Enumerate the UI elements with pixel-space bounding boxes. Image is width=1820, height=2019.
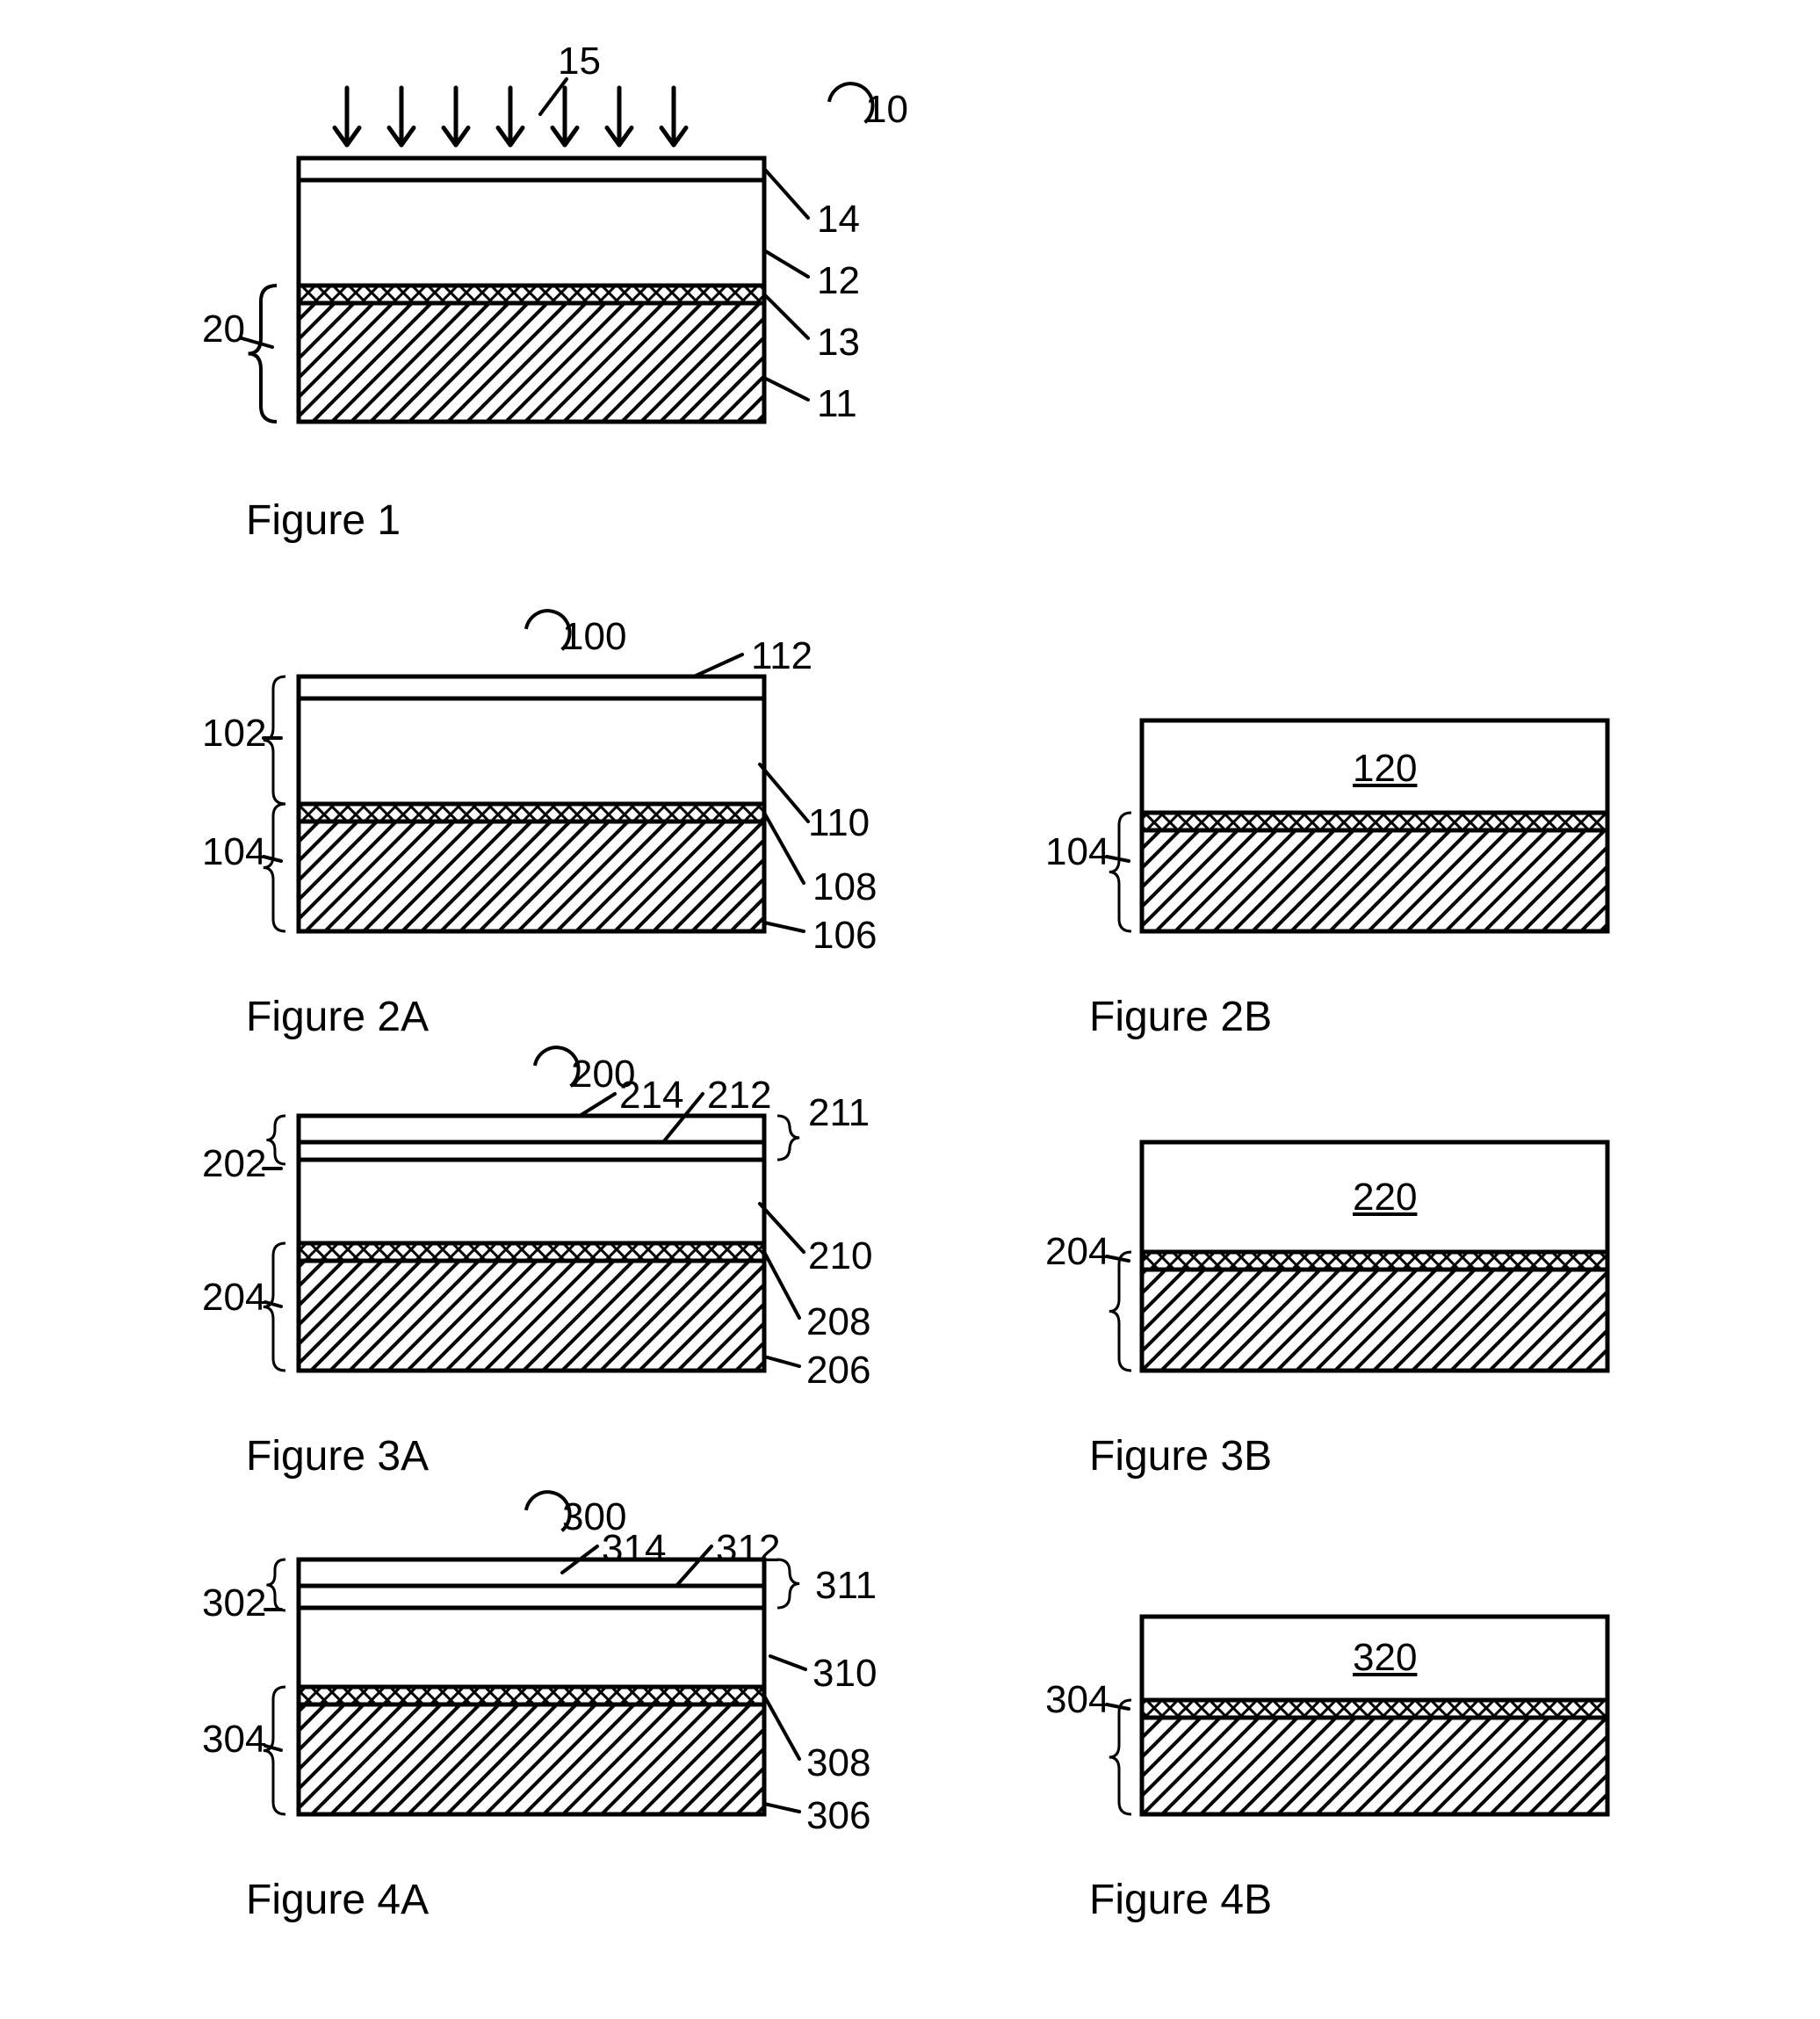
ref-20: 20 [202,308,245,351]
caption-fig2b: Figure 2B [1089,993,1272,1041]
ref-108: 108 [812,865,877,909]
ref-204: 204 [1045,1230,1109,1274]
ref-206: 206 [806,1349,870,1393]
ref-102: 102 [202,712,266,756]
ref-11: 11 [817,382,857,426]
ref-14: 14 [817,198,860,242]
ref-211: 211 [808,1091,870,1135]
caption-fig4b: Figure 4B [1089,1876,1272,1924]
ref-13: 13 [817,321,860,365]
ref-106: 106 [812,914,877,958]
ref-202: 202 [202,1142,266,1186]
ref-208: 208 [806,1300,870,1344]
ref-210: 210 [808,1234,872,1278]
ref-100: 100 [562,615,626,659]
caption-fig3b: Figure 3B [1089,1432,1272,1480]
ref-300: 300 [562,1495,626,1539]
ref-302: 302 [202,1581,266,1625]
ref-308: 308 [806,1741,870,1785]
ref-306: 306 [806,1794,870,1838]
inner-label-120: 120 [1353,747,1417,791]
caption-fig2a: Figure 2A [246,993,429,1041]
ref-112: 112 [751,634,812,678]
caption-fig4a: Figure 4A [246,1876,429,1924]
ref-304: 304 [202,1718,266,1762]
ref-212: 212 [707,1074,771,1118]
caption-fig1: Figure 1 [246,496,401,545]
ref-12: 12 [817,259,860,303]
ref-311: 311 [815,1564,877,1608]
ref-200: 200 [571,1053,635,1096]
ref-310: 310 [812,1652,877,1696]
ref-110: 110 [808,801,870,845]
caption-fig3a: Figure 3A [246,1432,429,1480]
ref-15: 15 [558,40,601,83]
ref-10: 10 [865,88,908,132]
inner-label-220: 220 [1353,1176,1417,1219]
ref-312: 312 [716,1527,780,1571]
ref-204: 204 [202,1276,266,1320]
inner-label-320: 320 [1353,1636,1417,1680]
ref-304: 304 [1045,1678,1109,1722]
figure-fig2a [264,611,808,931]
ref-104: 104 [1045,830,1109,874]
ref-104: 104 [202,830,266,874]
figure-fig1 [242,79,873,422]
